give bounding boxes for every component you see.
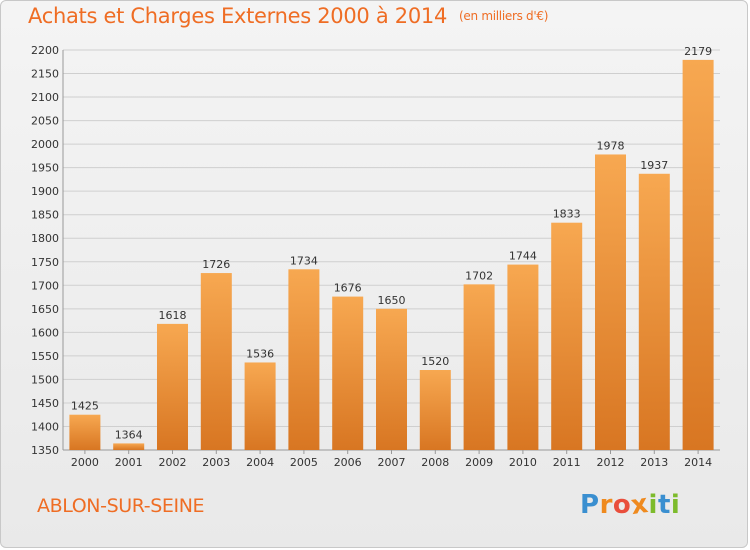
data-label: 1618: [159, 309, 187, 322]
x-tick-label: 2012: [597, 456, 625, 469]
data-label: 1520: [421, 355, 449, 368]
data-label: 1536: [246, 347, 274, 360]
x-tick-label: 2008: [421, 456, 449, 469]
y-tick-label: 1900: [31, 185, 59, 198]
chart-title: Achats et Charges Externes 2000 à 2014 (e…: [28, 4, 548, 28]
y-tick-label: 2100: [31, 91, 59, 104]
y-tick-label: 2050: [31, 115, 59, 128]
bar-2010: [507, 264, 539, 450]
y-tick-label: 1550: [31, 350, 59, 363]
bars: 1425 1364 1618 1726 1536 1734 1676 1650 1520 1702…: [69, 45, 714, 450]
x-axis: 2000 2001 2002 2003 2004 2005 2006 2007 2008 2009…: [71, 450, 712, 469]
chart-subtitle: (en milliers d'€): [459, 9, 549, 23]
y-tick-label: 1700: [31, 279, 59, 292]
bar-2012: [595, 154, 626, 450]
y-tick-label: 2150: [31, 68, 59, 81]
y-tick-label: 1400: [31, 420, 59, 433]
x-tick-label: 2000: [71, 456, 99, 469]
x-tick-label: 2002: [159, 456, 187, 469]
x-tick-label: 2007: [378, 456, 406, 469]
commune-name: ABLON-SUR-SEINE: [37, 495, 205, 517]
data-label: 1726: [202, 258, 230, 271]
data-label: 1702: [465, 269, 493, 282]
bar-2009: [463, 284, 495, 450]
y-tick-label: 1450: [31, 397, 59, 410]
bar-2011: [551, 222, 583, 450]
title-text: Achats et Charges Externes 2000 à 2014: [28, 4, 448, 28]
bar-2005: [288, 269, 320, 450]
y-tick-label: 1800: [31, 232, 59, 245]
y-tick-label: 1850: [31, 209, 59, 222]
x-tick-label: 2014: [684, 456, 712, 469]
bar-2007: [376, 308, 407, 450]
y-tick-label: 1650: [31, 303, 59, 316]
data-label: 1650: [378, 294, 406, 307]
bar-2008: [419, 370, 451, 450]
x-tick-label: 2005: [290, 456, 318, 469]
x-tick-label: 2001: [115, 456, 143, 469]
y-tick-label: 1500: [31, 373, 59, 386]
data-label: 1978: [597, 139, 625, 152]
data-label: 1744: [509, 250, 537, 263]
logo-letter: i: [648, 490, 658, 520]
x-tick-label: 2006: [334, 456, 362, 469]
bar-2004: [244, 362, 276, 450]
y-tick-label: 1600: [31, 326, 59, 339]
y-axis: 1350 1400 1450 1500 1550 1600 1650 1700 1750 1800…: [31, 44, 59, 457]
logo-letter: i: [670, 490, 681, 520]
data-label: 2179: [684, 45, 712, 58]
bar-2000: [69, 414, 101, 450]
y-tick-label: 2200: [31, 44, 59, 57]
bar-2013: [638, 173, 670, 450]
x-tick-label: 2013: [640, 456, 668, 469]
data-label: 1833: [553, 208, 581, 221]
x-tick-label: 2009: [465, 456, 493, 469]
proxiti-logo: Proxiti: [580, 488, 681, 522]
x-tick-label: 2010: [509, 456, 537, 469]
bar-2003: [200, 273, 232, 450]
data-label: 1425: [71, 400, 99, 413]
data-label: 1364: [115, 428, 143, 441]
logo-letter: r: [599, 490, 613, 520]
bar-2014: [682, 59, 714, 450]
logo-letter: P: [580, 490, 600, 520]
x-tick-label: 2011: [553, 456, 581, 469]
x-tick-label: 2004: [246, 456, 274, 469]
y-tick-label: 2000: [31, 138, 59, 151]
data-label: 1676: [334, 282, 362, 295]
data-label: 1937: [640, 159, 668, 172]
y-tick-label: 1750: [31, 256, 59, 269]
logo-letter: t: [657, 490, 671, 520]
x-tick-label: 2003: [202, 456, 230, 469]
logo-letter: o: [612, 490, 632, 520]
y-tick-label: 1350: [31, 444, 59, 457]
logo-letter: x: [629, 488, 651, 522]
bar-2001: [113, 443, 145, 450]
data-label: 1734: [290, 254, 318, 267]
bar-2006: [332, 296, 364, 450]
bar-2002: [157, 323, 188, 450]
y-tick-label: 1950: [31, 162, 59, 175]
